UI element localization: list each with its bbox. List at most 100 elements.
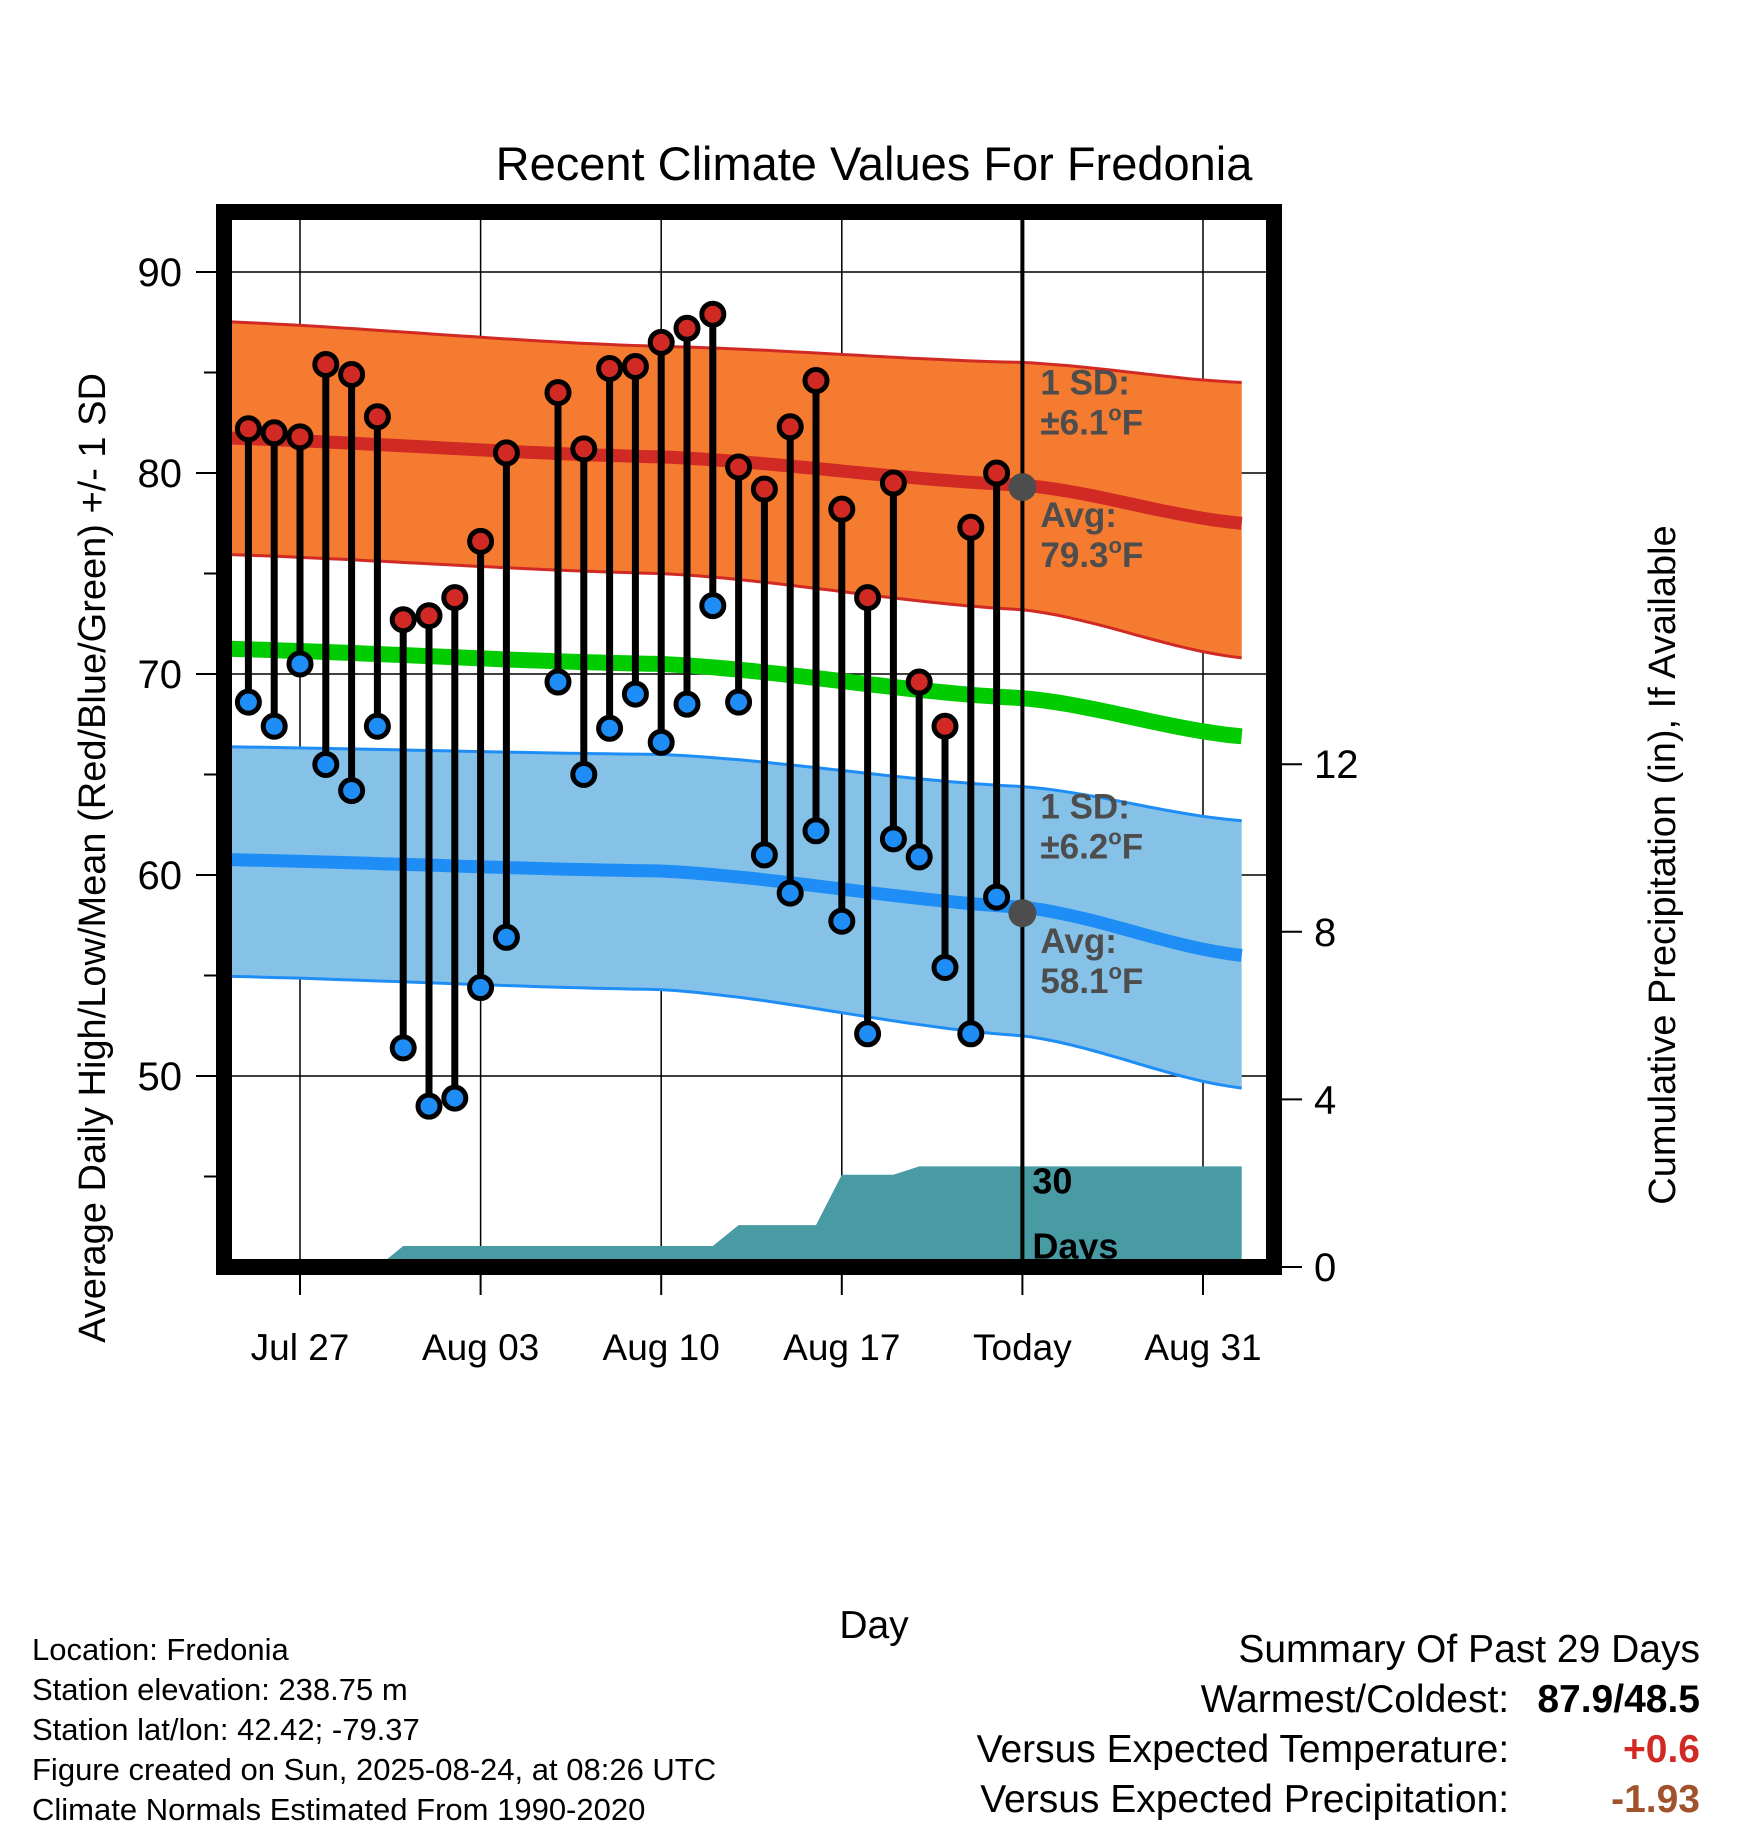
high-marker (467, 527, 495, 555)
plot-frame (216, 204, 1282, 1275)
high-sd-label: 1 SD: (1040, 363, 1129, 402)
summary-title: Summary Of Past 29 Days (1238, 1628, 1700, 1671)
temp-row: Versus Expected Temperature: +0.6 (977, 1725, 1700, 1775)
y2-tick-label: 8 (1314, 911, 1336, 955)
x-axis-ticks: Jul 27 Aug 03 Aug 10 Aug 17 Today Aug 31 (251, 1275, 1262, 1368)
high-marker (338, 361, 366, 389)
low-marker (492, 923, 520, 951)
location-text: Location: Fredonia (32, 1632, 289, 1667)
low-marker (931, 953, 959, 981)
normals-text: Climate Normals Estimated From 1990-2020 (32, 1792, 646, 1827)
y2-axis-ticks: 0 4 8 12 (1282, 743, 1359, 1290)
y2-tick-label: 12 (1314, 743, 1359, 787)
x-axis-label: Day (839, 1604, 909, 1647)
high-marker (234, 415, 262, 443)
low-marker (234, 688, 262, 716)
precip-row: Versus Expected Precipitation: -1.93 (977, 1775, 1700, 1825)
high-marker (312, 350, 340, 378)
temp-label: Versus Expected Temperature: (976, 1728, 1510, 1771)
high-marker (492, 439, 520, 467)
high-marker (647, 328, 675, 356)
normal-low-line (224, 853, 1243, 962)
y2-tick-label: 4 (1314, 1078, 1336, 1122)
high-marker (673, 314, 701, 342)
low-marker (647, 728, 675, 756)
high-marker (957, 513, 985, 541)
high-marker (286, 423, 314, 451)
high-marker (699, 300, 727, 328)
precip-label: Versus Expected Precipitation: (980, 1778, 1510, 1821)
low-marker (286, 650, 314, 678)
low-sd-label: 1 SD: (1040, 788, 1129, 827)
y2-axis-label: Cumulative Precipitation (in), If Availa… (1642, 525, 1684, 1204)
created-text: Figure created on Sun, 2025-08-24, at 08… (32, 1752, 717, 1787)
temp-value: +0.6 (1623, 1728, 1700, 1771)
low-marker (802, 817, 830, 845)
y-axis-ticks: 50 60 70 80 90 (138, 251, 216, 1178)
low-marker (621, 680, 649, 708)
low-marker (828, 907, 856, 935)
normal-mean-line (224, 640, 1243, 745)
warm-cold-label: Warmest/Coldest: (1200, 1678, 1510, 1721)
high-marker (544, 379, 572, 407)
low-marker (983, 883, 1011, 911)
elevation-text: Station elevation: 238.75 m (32, 1672, 408, 1707)
low-marker (673, 690, 701, 718)
precip-value: -1.93 (1611, 1778, 1700, 1821)
low-marker (596, 714, 624, 742)
y2-tick-label: 0 (1314, 1246, 1336, 1290)
today-high-avg-marker (1008, 473, 1037, 502)
low-marker (389, 1034, 417, 1062)
y-tick-label: 70 (138, 653, 183, 697)
warm-cold-value: 87.9/48.5 (1537, 1678, 1700, 1721)
chart-title: Recent Climate Values For Fredonia (496, 137, 1254, 190)
low-sd-lower-line (224, 974, 1242, 1090)
low-sd-upper-line (224, 745, 1242, 823)
high-marker (776, 413, 804, 441)
x-tick-label: Aug 10 (603, 1327, 720, 1368)
latlon-text: Station lat/lon: 42.42; -79.37 (32, 1712, 420, 1747)
low-marker (312, 750, 340, 778)
low-marker (750, 841, 778, 869)
high-marker (879, 469, 907, 497)
high-marker (596, 354, 624, 382)
low-marker (363, 712, 391, 740)
high-sd-band (224, 321, 1242, 658)
today-low-avg-marker (1008, 899, 1037, 928)
y-axis-label: Average Daily High/Low/Mean (Red/Blue/Gr… (72, 373, 114, 1343)
high-marker (725, 453, 753, 481)
x-tick-label: Aug 17 (783, 1327, 900, 1368)
high-avg-value: 79.3oF (1040, 533, 1143, 575)
high-marker (802, 367, 830, 395)
y-tick-label: 50 (138, 1055, 183, 1099)
low-marker (725, 688, 753, 716)
low-marker (570, 761, 598, 788)
high-marker (621, 352, 649, 380)
high-marker (854, 584, 882, 612)
high-marker (415, 602, 443, 630)
summary-panel: Summary Of Past 29 Days Warmest/Coldest:… (977, 1625, 1700, 1825)
low-marker (905, 843, 933, 871)
high-avg-label: Avg: (1040, 496, 1116, 535)
high-marker (260, 419, 288, 447)
low-marker (879, 825, 907, 853)
x-tick-label: Jul 27 (251, 1327, 350, 1368)
station-info: Location: Fredonia Station elevation: 23… (32, 1630, 716, 1830)
low-marker (544, 668, 572, 696)
precip-area (325, 1166, 1242, 1267)
high-marker (570, 435, 598, 463)
high-marker (828, 495, 856, 523)
low-avg-label: Avg: (1040, 922, 1116, 961)
low-marker (699, 592, 727, 620)
x-tick-label: Today (973, 1327, 1072, 1368)
low-marker (338, 777, 366, 805)
high-marker (905, 668, 933, 696)
days-count: 30 (1032, 1160, 1072, 1201)
high-marker (441, 584, 469, 612)
y-tick-label: 60 (138, 854, 183, 898)
x-tick-label: Aug 31 (1144, 1327, 1261, 1368)
warm-cold-row: Warmest/Coldest: 87.9/48.5 (977, 1675, 1700, 1725)
